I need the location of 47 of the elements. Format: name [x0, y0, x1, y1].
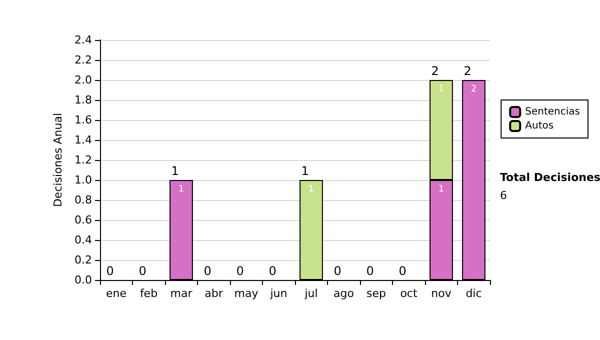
y-tick-label: 1.0: [74, 174, 92, 186]
x-tick-label: nov: [431, 287, 452, 300]
y-tick-label: 2.4: [74, 34, 92, 46]
y-tick-label: 0.6: [74, 214, 92, 226]
y-tick-label: 2.2: [74, 54, 92, 66]
x-tick-label: may: [234, 287, 259, 300]
x-tick-label: ene: [106, 287, 127, 300]
data-label: 1: [438, 184, 444, 194]
total-label: 0: [236, 264, 244, 278]
x-tick-label: jul: [304, 287, 318, 300]
x-tick-label: ago: [334, 287, 354, 300]
data-label: 2: [470, 84, 477, 94]
y-tick-label: 0.0: [74, 274, 92, 286]
total-label: 1: [301, 164, 309, 178]
x-tick-label: dic: [466, 287, 482, 300]
legend-label: Autos: [525, 120, 554, 132]
y-tick-label: 1.6: [74, 114, 92, 126]
text: 6: [500, 189, 507, 202]
x-tick-label: jun: [269, 287, 288, 300]
x-tick-label: mar: [170, 287, 193, 300]
x-tick-label: oct: [400, 287, 418, 300]
x-tick-label: sep: [366, 287, 386, 300]
legend-label: Sentencias: [525, 106, 580, 118]
data-label: 1: [178, 184, 184, 194]
y-tick-label: 0.2: [74, 254, 92, 266]
text: Total Decisiones: [500, 171, 600, 184]
x-tick-label: feb: [140, 287, 158, 300]
y-tick-label: 2.0: [74, 74, 92, 86]
total-label: 2: [431, 64, 439, 78]
total-label: 0: [106, 264, 114, 278]
total-label: 0: [204, 264, 212, 278]
data-label: 1: [438, 84, 444, 94]
total-label: 2: [464, 64, 472, 78]
y-tick-label: 0.4: [74, 234, 92, 246]
y-tick-label: 1.2: [74, 154, 92, 166]
total-label: 0: [268, 264, 276, 278]
total-label: 0: [398, 264, 406, 278]
total-label: 0: [366, 264, 374, 278]
total-label: 1: [171, 164, 179, 178]
total-label: 0: [138, 264, 146, 278]
y-tick-label: 0.8: [74, 194, 92, 206]
y-tick-label: 1.4: [74, 134, 92, 146]
y-tick-label: 1.8: [74, 94, 92, 106]
total-label: 0: [334, 264, 342, 278]
y-axis-title: Decisiones Anual: [52, 112, 65, 208]
x-tick-label: abr: [204, 287, 224, 300]
data-label: 1: [308, 184, 314, 194]
